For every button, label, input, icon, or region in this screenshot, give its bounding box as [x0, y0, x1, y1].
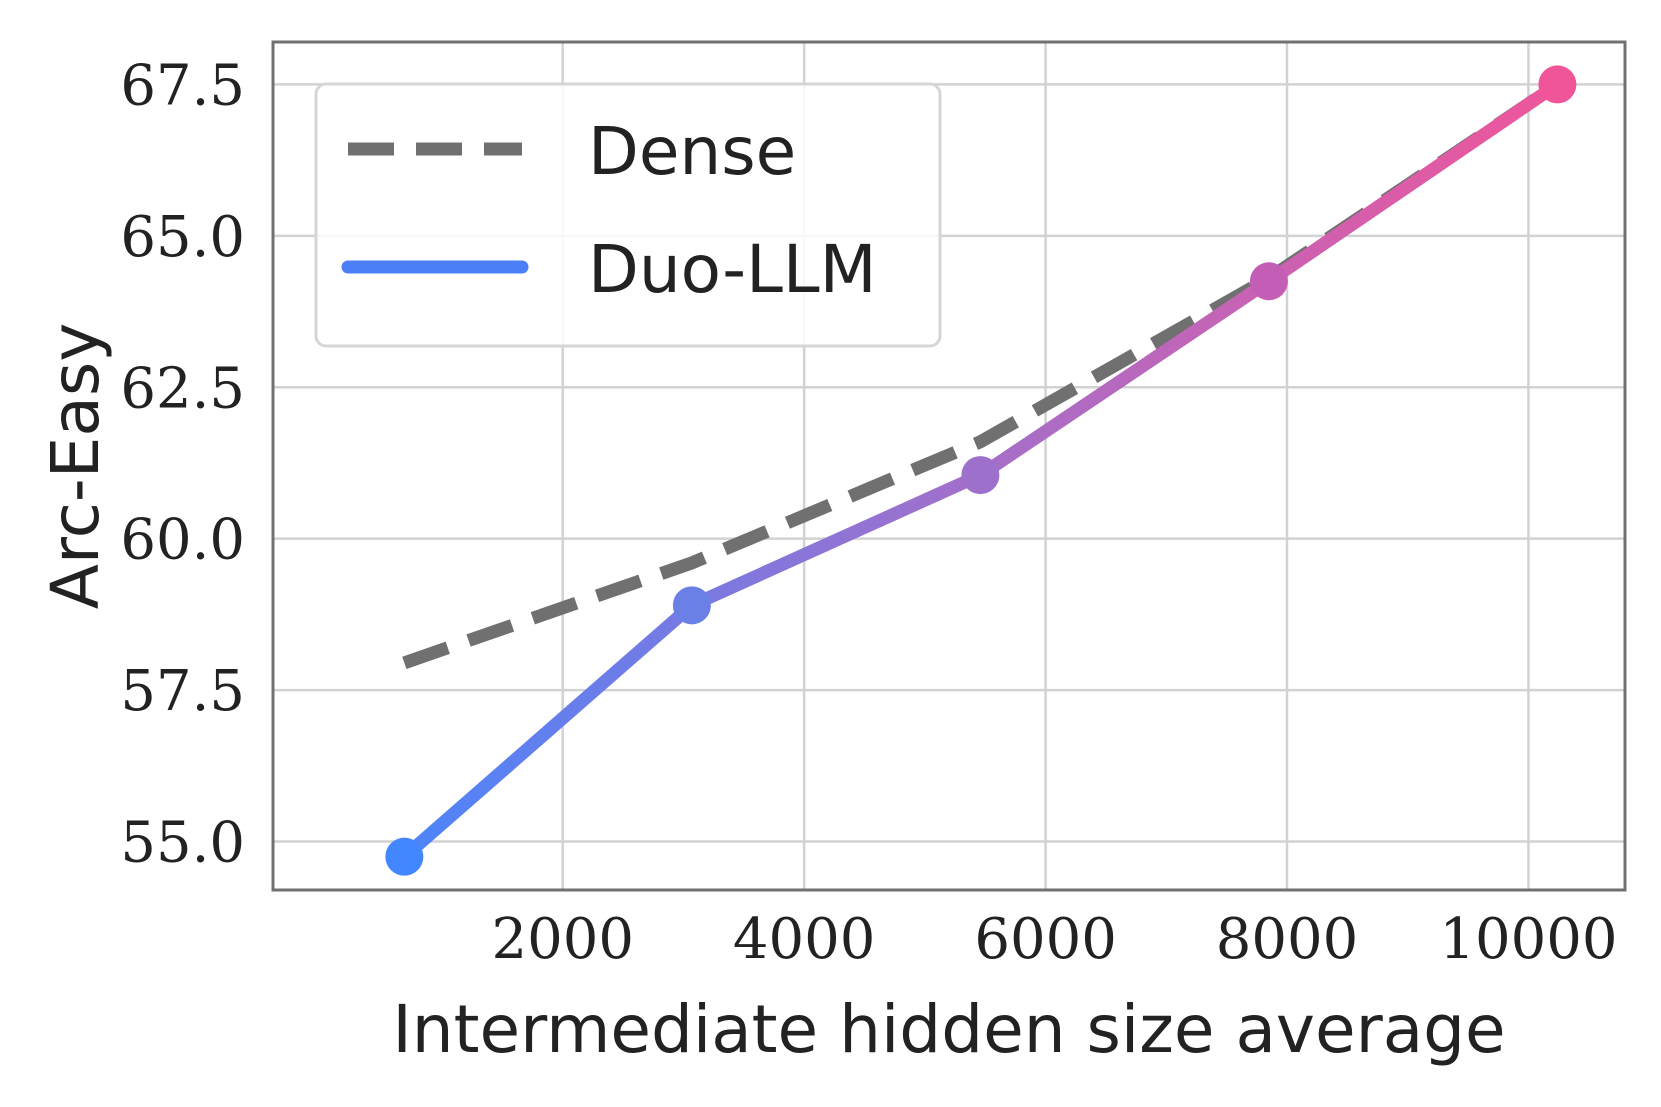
legend-dense-label: Dense [588, 113, 796, 190]
plot-frame [271, 40, 1627, 892]
grid [273, 42, 1625, 890]
x-tick-label: 4000 [733, 907, 876, 972]
y-tick-label: 65.0 [120, 205, 245, 270]
y-tick-label: 55.0 [120, 811, 245, 876]
duo-llm-point [672, 586, 711, 625]
y-axis-label: Arc-Easy [37, 323, 114, 610]
x-tick-label: 6000 [974, 907, 1117, 972]
y-tick-label: 60.0 [120, 508, 245, 573]
y-tick-label: 67.5 [120, 53, 245, 118]
x-tick-label: 10000 [1439, 907, 1617, 972]
x-axis-label: Intermediate hidden size average [392, 991, 1505, 1068]
tick-labels: 2000 4000 6000 8000 10000 55.0 57.5 60.0 62.5 65.… [120, 53, 1617, 972]
duo-llm-point [1538, 65, 1577, 104]
duo-llm-point [385, 837, 424, 876]
duo-llm-point [1249, 262, 1288, 301]
x-tick-label: 2000 [491, 907, 634, 972]
x-tick-label: 8000 [1216, 907, 1359, 972]
y-tick-label: 57.5 [120, 659, 245, 724]
duo-llm-point [961, 456, 1000, 495]
legend-box [314, 82, 942, 348]
series-layer [385, 65, 1577, 876]
legend: Dense Duo-LLM [314, 82, 942, 348]
y-tick-label: 62.5 [120, 356, 245, 421]
legend-duo-llm-label: Duo-LLM [588, 231, 877, 308]
